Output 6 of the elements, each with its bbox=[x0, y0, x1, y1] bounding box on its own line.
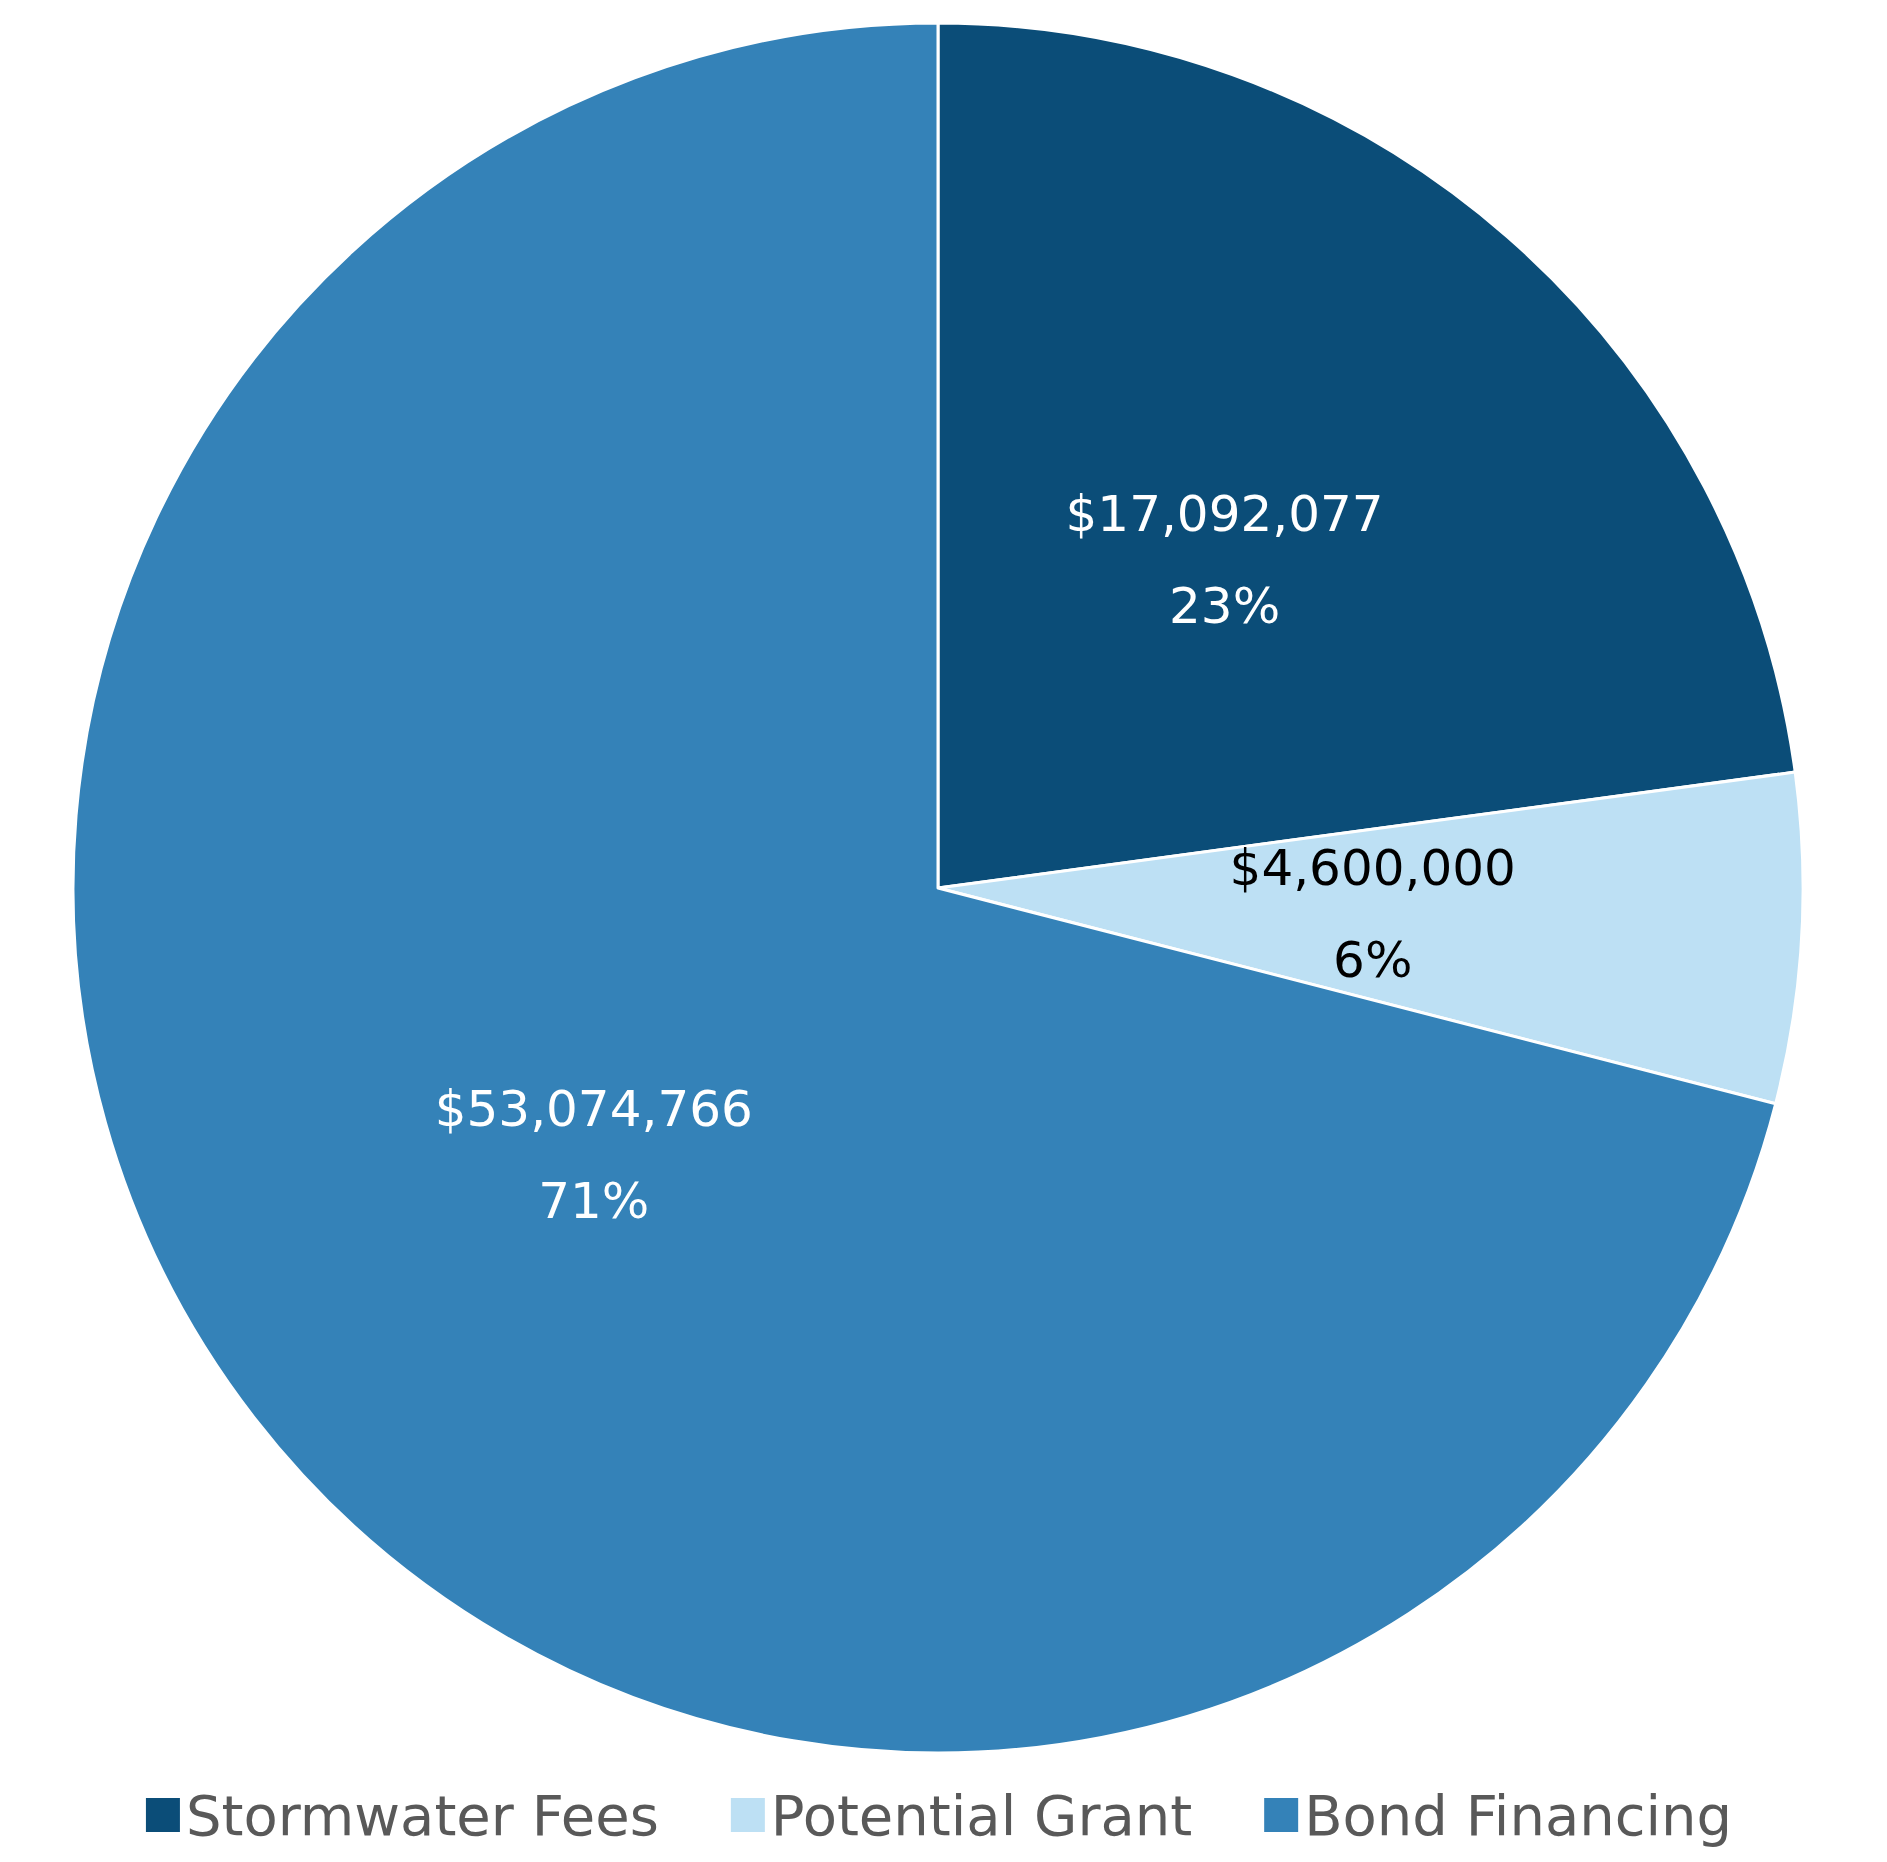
legend-label: Bond Financing bbox=[1304, 1782, 1733, 1848]
data-label: $53,074,766 71% bbox=[434, 1079, 753, 1230]
data-label: $4,600,000 6% bbox=[1229, 838, 1516, 989]
legend-label: Stormwater Fees bbox=[185, 1782, 659, 1848]
data-label: $17,092,077 23% bbox=[1065, 485, 1384, 636]
legend-label: Potential Grant bbox=[770, 1782, 1193, 1848]
